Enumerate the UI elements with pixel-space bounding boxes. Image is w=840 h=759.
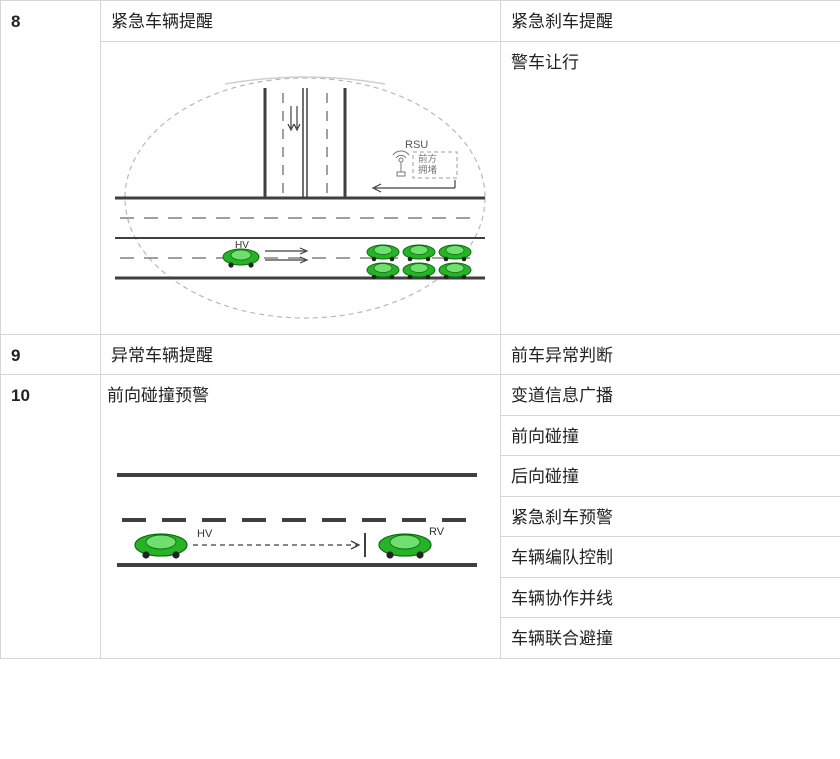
diagram-8: RSU 前方 拥堵	[105, 48, 496, 328]
row-8-diagram-cell: RSU 前方 拥堵	[101, 41, 501, 334]
row-10-number: 10	[1, 375, 101, 659]
collision-arrow	[193, 533, 365, 557]
row-8-title: 紧急车辆提醒	[101, 1, 501, 42]
diagram-8-svg: RSU 前方 拥堵	[105, 48, 495, 328]
row-10-r0: 变道信息广播	[501, 375, 840, 416]
rv-car-10	[379, 534, 431, 559]
diagram-10-svg: HV RV	[107, 445, 487, 595]
row-9: 9 异常车辆提醒 前车异常判断	[1, 334, 840, 375]
row-10-r5: 车辆协作并线	[501, 577, 840, 618]
row-10-diagram-cell: 前向碰撞预警 HV	[101, 375, 501, 659]
row-10-r1: 前向碰撞	[501, 415, 840, 456]
congestion-cars	[367, 245, 471, 279]
row-9-col3: 前车异常判断	[501, 334, 840, 375]
row-10-line1: 10 前向碰撞预警 HV	[1, 375, 840, 416]
row-10-r2: 后向碰撞	[501, 456, 840, 497]
rsu-label: RSU	[405, 139, 428, 151]
row-10-r6: 车辆联合避撞	[501, 618, 840, 659]
diagram-10: HV RV	[107, 415, 494, 595]
row-8-right-mid: 警车让行	[501, 41, 840, 334]
row-9-number: 9	[1, 334, 101, 375]
hv-car-10	[135, 534, 187, 559]
scenario-table: 8 紧急车辆提醒 紧急刹车提醒	[0, 0, 840, 659]
vertical-road	[265, 88, 345, 198]
hv-car: HV	[223, 240, 307, 268]
rsu-sub-line1: 前方	[418, 153, 437, 165]
rv-label-10: RV	[429, 526, 445, 538]
row-8-right-top: 紧急刹车提醒	[501, 1, 840, 42]
row-8-body: RSU 前方 拥堵	[1, 41, 840, 334]
row-9-col2: 异常车辆提醒	[101, 334, 501, 375]
row-8-number: 8	[1, 1, 101, 335]
row-8-header: 8 紧急车辆提醒 紧急刹车提醒	[1, 1, 840, 42]
rsu-sub-line2: 拥堵	[418, 164, 438, 176]
row-10-title: 前向碰撞预警	[107, 383, 494, 409]
hv-label-10: HV	[197, 528, 213, 540]
rsu-icon: RSU 前方 拥堵	[373, 139, 457, 192]
row-10-r4: 车辆编队控制	[501, 537, 840, 578]
row-10-r3: 紧急刹车预警	[501, 496, 840, 537]
